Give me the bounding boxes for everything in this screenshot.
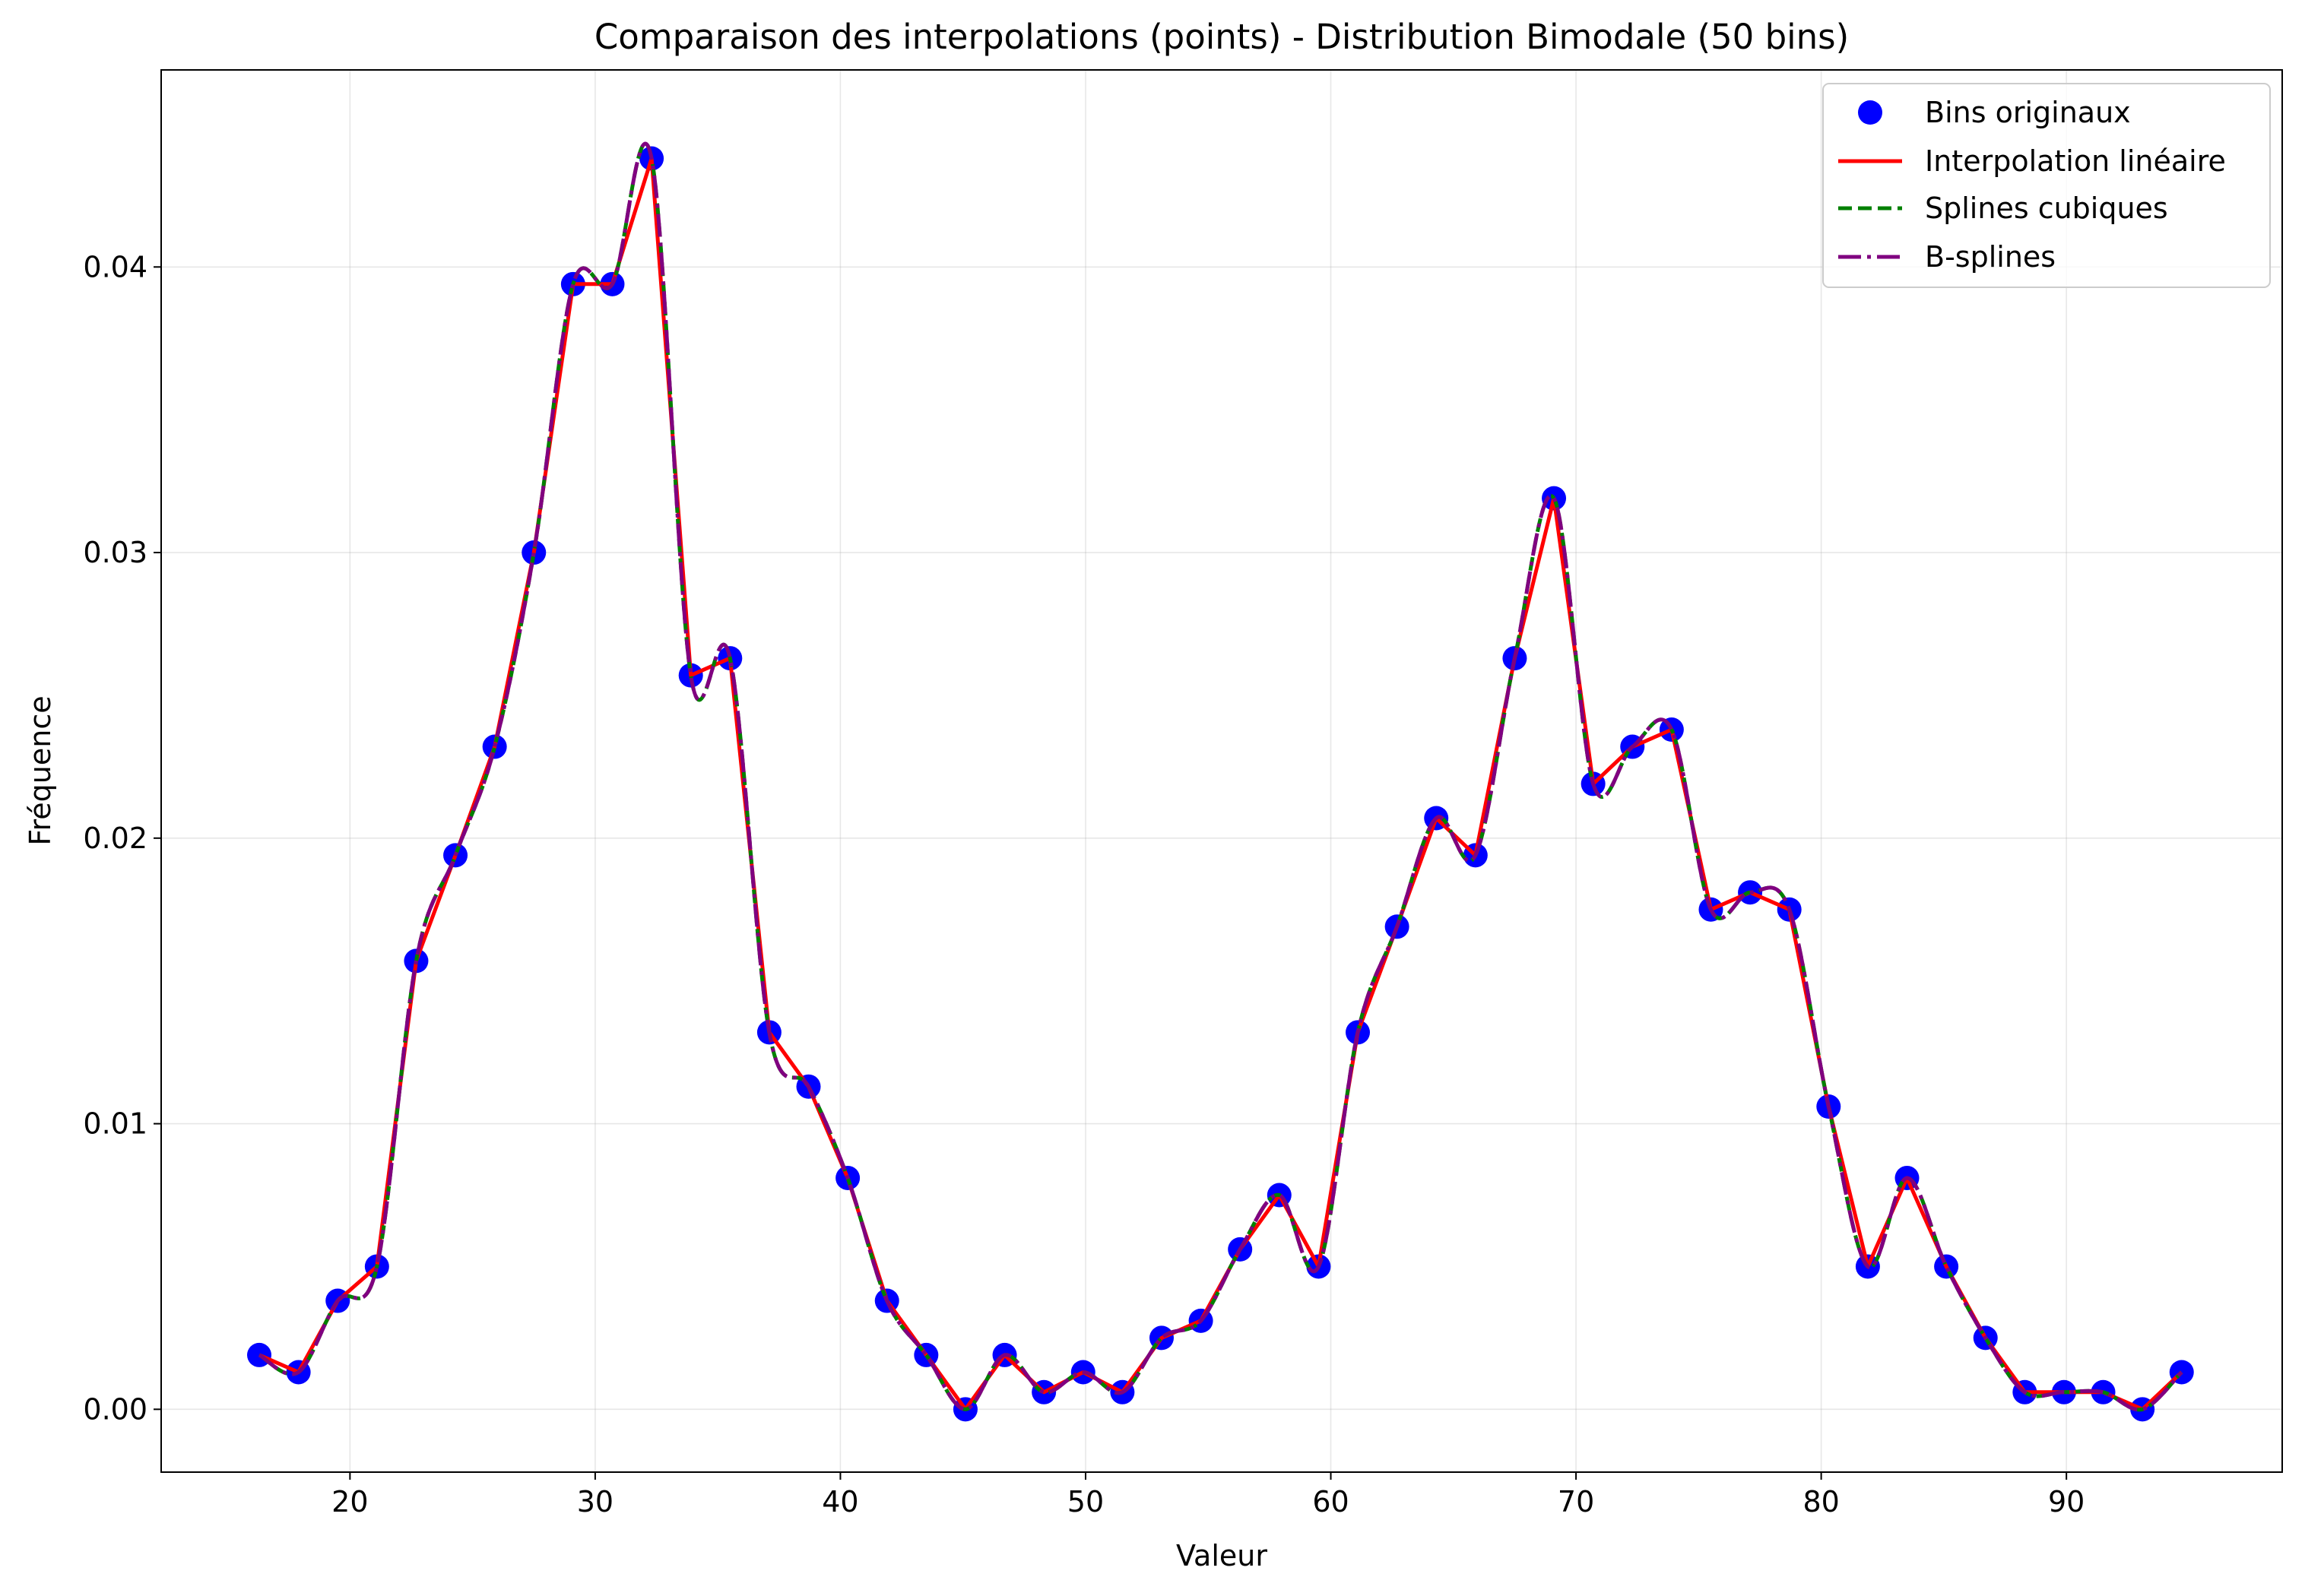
- chart-title: Comparaison des interpolations (points) …: [594, 17, 1849, 57]
- legend-marker: [1858, 100, 1882, 125]
- x-tick-label: 70: [1558, 1485, 1594, 1518]
- y-tick-label: 0.00: [83, 1392, 147, 1426]
- x-axis: 20 30 40 50 60 70 80 90: [331, 1472, 2085, 1518]
- series-line-b-splines: [258, 141, 2183, 1412]
- legend-box: [1822, 83, 2271, 288]
- legend-label: Interpolation linéaire: [1925, 144, 2226, 178]
- series-layer: [247, 141, 2194, 1422]
- legend-label: Splines cubiques: [1925, 192, 2168, 225]
- x-tick-label: 30: [577, 1485, 614, 1518]
- axes-frame: [160, 69, 2283, 1473]
- y-tick-label: 0.01: [83, 1107, 147, 1141]
- x-tick-label: 60: [1312, 1485, 1349, 1518]
- legend-entry: Bins originaux: [1858, 96, 2131, 129]
- y-axis: 0.00 0.01 0.02 0.03 0.04: [83, 250, 161, 1426]
- legend-label: Bins originaux: [1925, 96, 2131, 129]
- x-tick-label: 40: [822, 1485, 858, 1518]
- x-tick-label: 50: [1067, 1485, 1104, 1518]
- x-tick-label: 80: [1802, 1485, 1839, 1518]
- x-tick-label: 20: [331, 1485, 368, 1518]
- y-axis-label: Fréquence: [24, 695, 57, 845]
- legend-entry: B-splines: [1838, 240, 2056, 274]
- x-tick-label: 90: [2048, 1485, 2085, 1518]
- y-tick-label: 0.04: [83, 250, 147, 283]
- x-axis-label: Valeur: [1176, 1539, 1267, 1572]
- legend-label: B-splines: [1925, 240, 2056, 274]
- plot-area: [161, 70, 2282, 1472]
- legend-entry: Interpolation linéaire: [1838, 144, 2226, 178]
- grid: [161, 70, 2282, 1472]
- legend: Bins originaux Interpolation linéaire Spli…: [1822, 83, 2271, 288]
- legend-entry: Splines cubiques: [1838, 192, 2168, 225]
- y-tick-label: 0.03: [83, 536, 147, 569]
- y-tick-label: 0.02: [83, 822, 147, 855]
